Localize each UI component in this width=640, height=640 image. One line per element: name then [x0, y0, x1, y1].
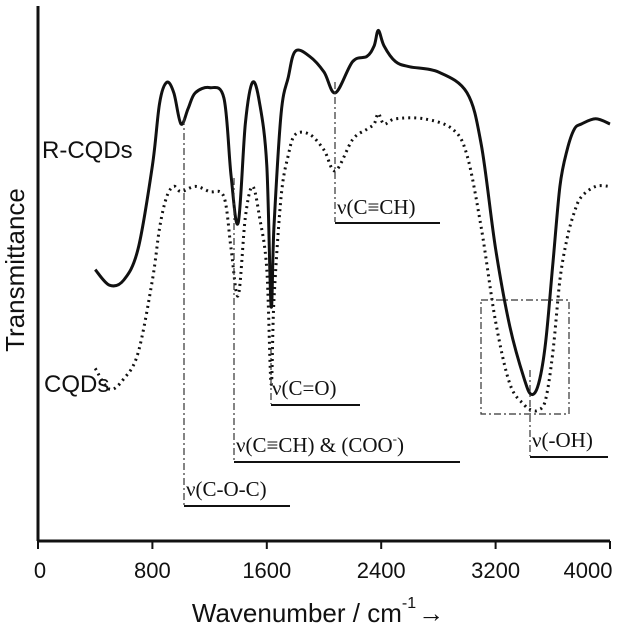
annotation-coo-main: ν(C≡CH) & (COO: [236, 433, 393, 457]
annotation-c-ch: ν(C≡CH): [337, 195, 416, 219]
annotation-coo-suffix: ): [397, 433, 404, 457]
annotation-coo-superscript: -: [393, 431, 397, 446]
x-axis-title-superscript: -1: [402, 595, 416, 612]
x-axis-title: Wavenumber / cm-1→: [192, 595, 444, 628]
annotations: ν(C-O-C) ν(C≡CH) & (COO-) ν(C=O) ν(C≡CH)…: [184, 195, 608, 507]
annotation-oh: ν(-OH): [532, 428, 593, 452]
series-line-cqds: [93, 112, 611, 413]
oh-region-box: [480, 299, 570, 415]
series-line-r-cqds: [94, 28, 611, 397]
x-tick-label-4000: 4000: [564, 558, 613, 583]
series-label-r-cqds: R-CQDs: [42, 137, 133, 164]
x-tick-labels: 0 800 1600 2400 3200 4000: [34, 558, 613, 583]
x-axis-title-arrow: →: [418, 598, 444, 628]
annotation-coo: ν(C≡CH) & (COO-): [236, 431, 404, 457]
guide-lines: [183, 82, 570, 505]
y-axis-title: Transmittance: [0, 188, 30, 352]
x-tick-label-800: 800: [134, 558, 171, 583]
annotation-c-o-c: ν(C-O-C): [186, 477, 267, 501]
x-tick-label-2400: 2400: [357, 558, 406, 583]
x-axis-title-main: Wavenumber / cm: [192, 598, 402, 628]
x-tick-label-0: 0: [34, 558, 46, 583]
x-tick-label-1600: 1600: [242, 558, 291, 583]
series-label-cqds: CQDs: [44, 371, 109, 398]
x-tick-label-3200: 3200: [471, 558, 520, 583]
annotation-c-o: ν(C=O): [272, 376, 337, 400]
x-ticks: [37, 541, 611, 549]
